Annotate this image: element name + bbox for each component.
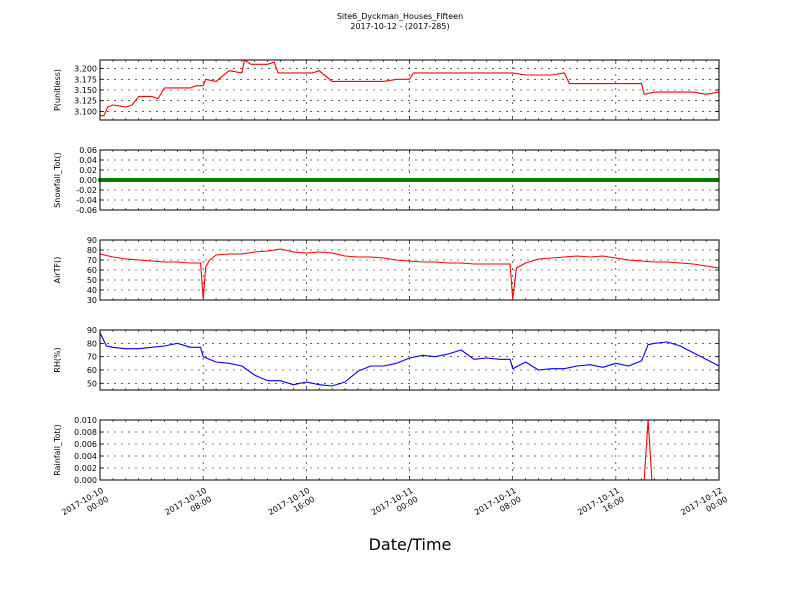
y-tick-label: 0.02 [79,166,97,175]
y-tick-label: 0.04 [79,156,97,165]
panel-1: -0.06-0.04-0.020.000.020.040.06 Snowfall_… [53,146,720,215]
y-tick-label: 50 [87,379,97,388]
x-tick-label: 2017-10-1100:00 [370,486,420,526]
panel-4: 0.000 0.002 0.004 0.006 0.008 0.010 Rainfall_T… [53,416,720,485]
chart-subtitle: 2017-10-12 - (2017-285) [350,22,449,31]
y-tick-label: 80 [87,339,97,348]
panel-3: 50 60 70 80 90 RH(%) [53,326,720,391]
panel-frame [99,419,720,481]
x-tick-label: 2017-10-1000:00 [60,486,110,526]
panel-frame [99,59,720,121]
series-line [100,59,720,117]
y-tick-label: 0.004 [74,452,97,461]
y-axis-label: Rainfall_Tot() [53,424,62,476]
y-axis-label: RH(%) [53,347,62,372]
y-tick-label: 0.002 [74,464,97,473]
y-tick-label: 0.06 [79,146,97,155]
y-tick-label: 3.175 [74,75,97,84]
y-tick-label: 40 [87,286,97,295]
y-tick-label: 3.150 [74,86,97,95]
y-axis-label: AirTF() [53,257,62,284]
y-tick-label: 0.010 [74,416,97,425]
y-tick-label: -0.02 [76,186,97,195]
series-line [99,248,720,300]
y-tick-label: 3.100 [74,107,97,116]
y-tick-label: 30 [87,296,97,305]
y-tick-label: -0.04 [76,196,97,205]
x-tick-label: 2017-10-1200:00 [679,486,729,526]
series-line [99,332,720,387]
y-tick-label: 0.000 [74,476,97,485]
y-tick-label: 0.006 [74,440,97,449]
y-tick-label: 0.00 [79,176,97,185]
panel-frame [99,239,720,301]
y-tick-label: 80 [87,246,97,255]
y-axis-label: P(unitless) [53,69,62,111]
x-tick-label: 2017-10-1108:00 [473,486,523,526]
x-tick-label: 2017-10-1016:00 [267,486,317,526]
y-tick-label: 50 [87,276,97,285]
y-tick-label: 90 [87,326,97,335]
y-tick-label: 0.008 [74,428,97,437]
panel-frame [99,329,720,391]
y-tick-label: 70 [87,353,97,362]
y-tick-label: 60 [87,366,97,375]
x-tick-label: 2017-10-1008:00 [163,486,213,526]
chart-title: Site6_Dyckman_Houses_Fifteen [337,12,463,21]
x-axis-label: Date/Time [369,535,452,554]
x-tick-label: 2017-10-1116:00 [576,486,626,526]
panel-frame [99,149,720,211]
y-tick-label: 60 [87,266,97,275]
y-tick-label: 3.125 [74,97,97,106]
y-tick-label: 3.200 [74,65,97,74]
y-tick-label: -0.06 [76,206,97,215]
y-axis-label: Snowfall_Tot() [53,152,62,208]
y-tick-label: 70 [87,256,97,265]
y-tick-label: 90 [87,236,97,245]
